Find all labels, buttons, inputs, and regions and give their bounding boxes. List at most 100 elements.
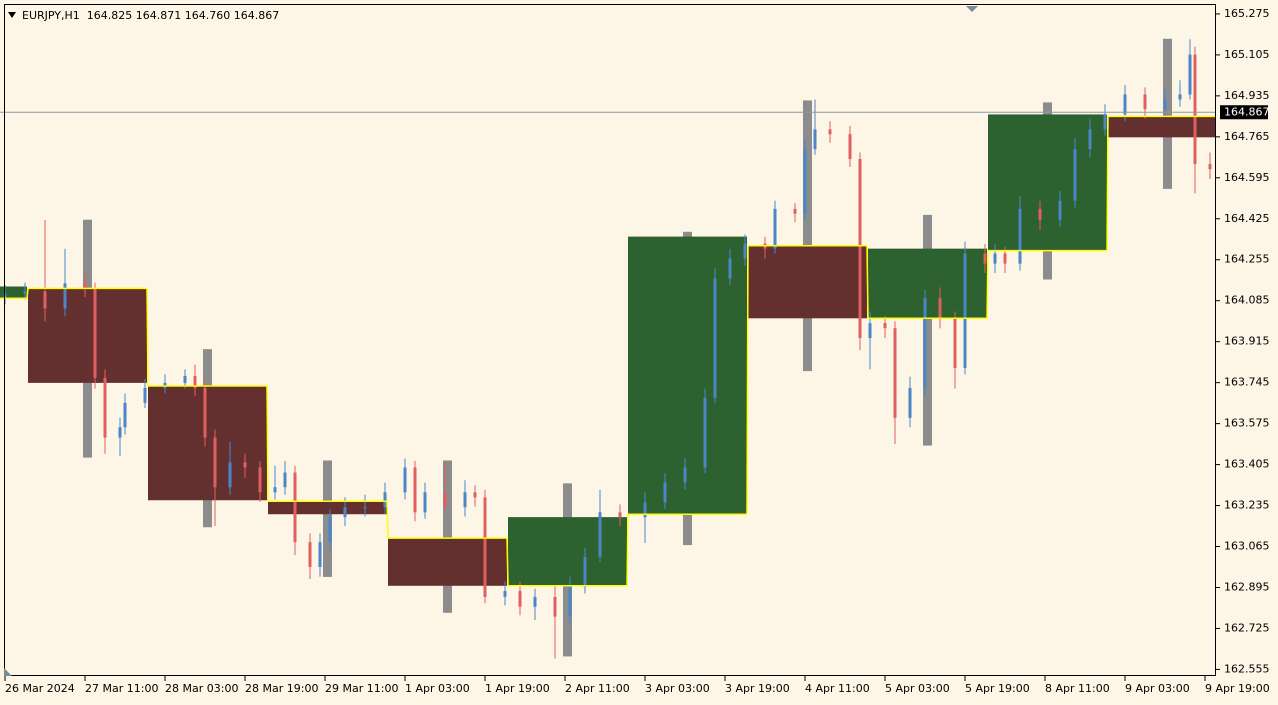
candle-body [828, 129, 832, 135]
candle-body [193, 375, 197, 388]
day-box [868, 248, 987, 319]
box-wick [323, 460, 332, 577]
scale-marker [4, 668, 12, 676]
candle-body [868, 323, 872, 339]
open-connector [386, 501, 389, 539]
day-box [28, 288, 147, 383]
candle-body [1193, 54, 1197, 165]
y-tick-label: 163.405 [1224, 458, 1270, 471]
x-tick-label: 1 Apr 19:00 [485, 682, 550, 695]
y-tick-label: 164.085 [1224, 294, 1270, 307]
x-tick-label: 9 Apr 19:00 [1205, 682, 1270, 695]
candle-body [728, 258, 732, 279]
open-connector [506, 538, 509, 586]
x-tick-label: 1 Apr 03:00 [405, 682, 470, 695]
candle-body [1188, 54, 1192, 95]
candle-body [553, 596, 557, 617]
candle-body [383, 492, 387, 508]
candle-body [483, 497, 487, 597]
candle-body [1058, 200, 1062, 220]
candle-body [583, 556, 587, 587]
candle-body [83, 283, 87, 289]
candle-body [908, 387, 912, 418]
bid-label: 164.867 [1224, 105, 1270, 118]
open-connector [986, 250, 989, 319]
candle-body [1163, 99, 1167, 110]
box-wick [443, 460, 452, 613]
x-tick-label: 26 Mar 2024 [5, 682, 75, 695]
y-tick-label: 162.895 [1224, 580, 1270, 593]
candle-body [463, 492, 467, 508]
x-tick-label: 3 Apr 19:00 [725, 682, 790, 695]
x-tick-label: 29 Mar 11:00 [325, 682, 398, 695]
candle-body [1143, 94, 1147, 110]
candle-body [93, 288, 97, 378]
box-wick [1163, 38, 1172, 189]
candle-body [423, 492, 427, 513]
candle-body [243, 462, 247, 468]
y-tick-label: 163.745 [1224, 376, 1270, 389]
x-tick-label: 3 Apr 03:00 [645, 682, 710, 695]
day-box [1108, 116, 1216, 138]
candle-body [403, 467, 407, 493]
shift-marker[interactable] [966, 6, 978, 12]
chart-title: EURJPY,H1 164.825 164.871 164.760 164.86… [22, 9, 279, 22]
candle-body [713, 278, 717, 398]
y-tick-label: 164.425 [1224, 212, 1270, 225]
open-connector [26, 288, 29, 299]
y-tick-label: 163.065 [1224, 540, 1270, 553]
candle-body [1038, 208, 1042, 220]
candle-body [283, 472, 287, 488]
y-tick-label: 163.915 [1224, 335, 1270, 348]
candle-body [343, 507, 347, 518]
bid-label-bg [1220, 105, 1268, 120]
x-tick-label: 28 Mar 19:00 [245, 682, 318, 695]
candle-body [568, 586, 572, 617]
day-box [0, 286, 27, 299]
candle-body [618, 512, 622, 518]
candle-body [598, 512, 602, 557]
candle-body [793, 208, 797, 214]
candle-body [803, 149, 807, 214]
candle-body [103, 377, 107, 438]
x-tick-label: 27 Mar 11:00 [85, 682, 158, 695]
candle-body [363, 507, 367, 509]
candle-body [1208, 164, 1212, 170]
candle-body [473, 492, 477, 498]
open-connector [626, 514, 629, 586]
candle-body [703, 397, 707, 468]
day-box [268, 501, 387, 515]
candle-body [643, 502, 647, 518]
day-box [628, 236, 747, 515]
y-tick-label: 163.575 [1224, 417, 1270, 430]
symbol-menu-arrow[interactable] [8, 12, 16, 18]
candle-body [1178, 94, 1182, 100]
x-tick-label: 4 Apr 11:00 [805, 682, 870, 695]
candle-body [518, 591, 522, 607]
candle-body [143, 387, 147, 403]
candle-body [228, 462, 232, 488]
open-connector [266, 386, 269, 502]
box-wick [803, 100, 812, 372]
candle-body [123, 402, 127, 428]
candle-body [683, 467, 687, 483]
candle-body [308, 542, 312, 568]
candle-body [923, 298, 927, 388]
candle-body [1123, 94, 1127, 115]
candle-body [993, 253, 997, 264]
candle-body [533, 596, 537, 607]
day-box [148, 386, 267, 501]
candle-body [1003, 253, 1007, 264]
candle-body [413, 467, 417, 513]
candle-body [813, 129, 817, 150]
candle-body [858, 159, 862, 339]
candle-body [848, 134, 852, 160]
candle-body [23, 291, 27, 294]
open-connector [866, 245, 869, 319]
candle-body [258, 467, 262, 493]
candle-body [773, 208, 777, 249]
candle-body [963, 253, 967, 368]
candle-body [743, 243, 747, 259]
candle-body [318, 542, 322, 568]
